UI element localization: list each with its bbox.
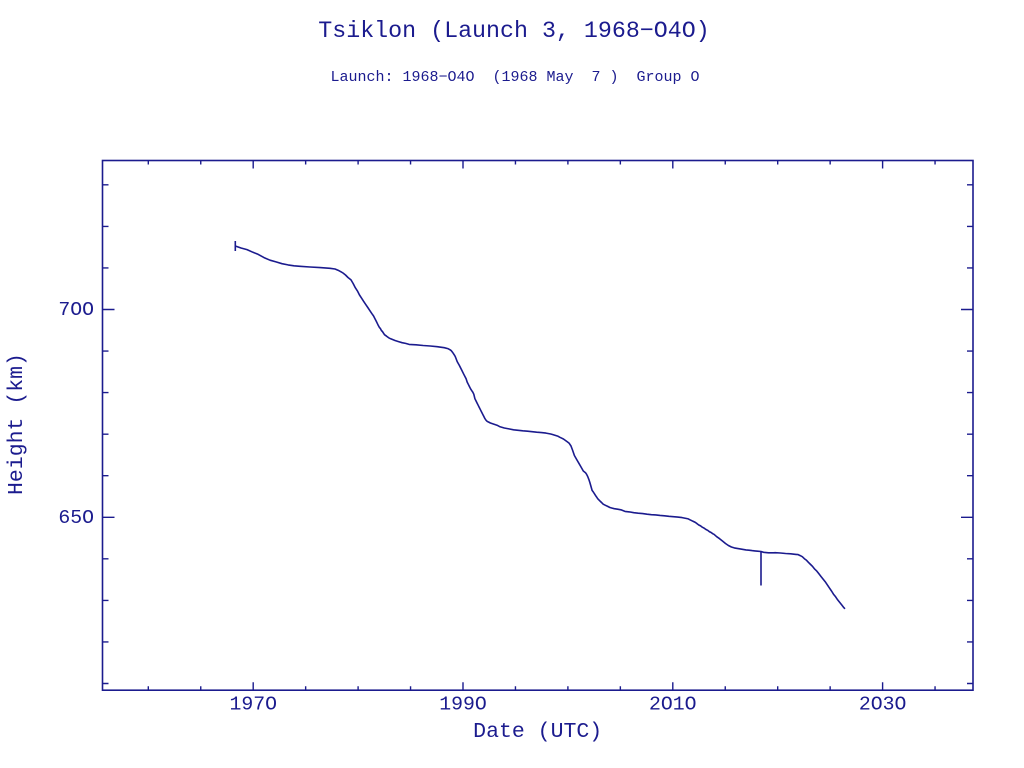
svg-text:Tsiklon (Launch 3, 1968−O4O): Tsiklon (Launch 3, 1968−O4O) bbox=[318, 18, 709, 44]
svg-text:2O3O: 2O3O bbox=[859, 694, 906, 716]
svg-text:Launch: 1968−O4O (1968 May 7: Launch: 1968−O4O (1968 May 7 ) Group O bbox=[330, 69, 699, 86]
svg-text:Date (UTC): Date (UTC) bbox=[473, 720, 602, 744]
svg-text:2O1O: 2O1O bbox=[649, 694, 696, 716]
svg-text:Height (km): Height (km) bbox=[5, 353, 29, 495]
svg-text:199O: 199O bbox=[439, 694, 486, 716]
svg-text:65O: 65O bbox=[58, 507, 94, 529]
svg-text:197O: 197O bbox=[229, 694, 276, 716]
svg-text:7OO: 7OO bbox=[58, 299, 94, 321]
